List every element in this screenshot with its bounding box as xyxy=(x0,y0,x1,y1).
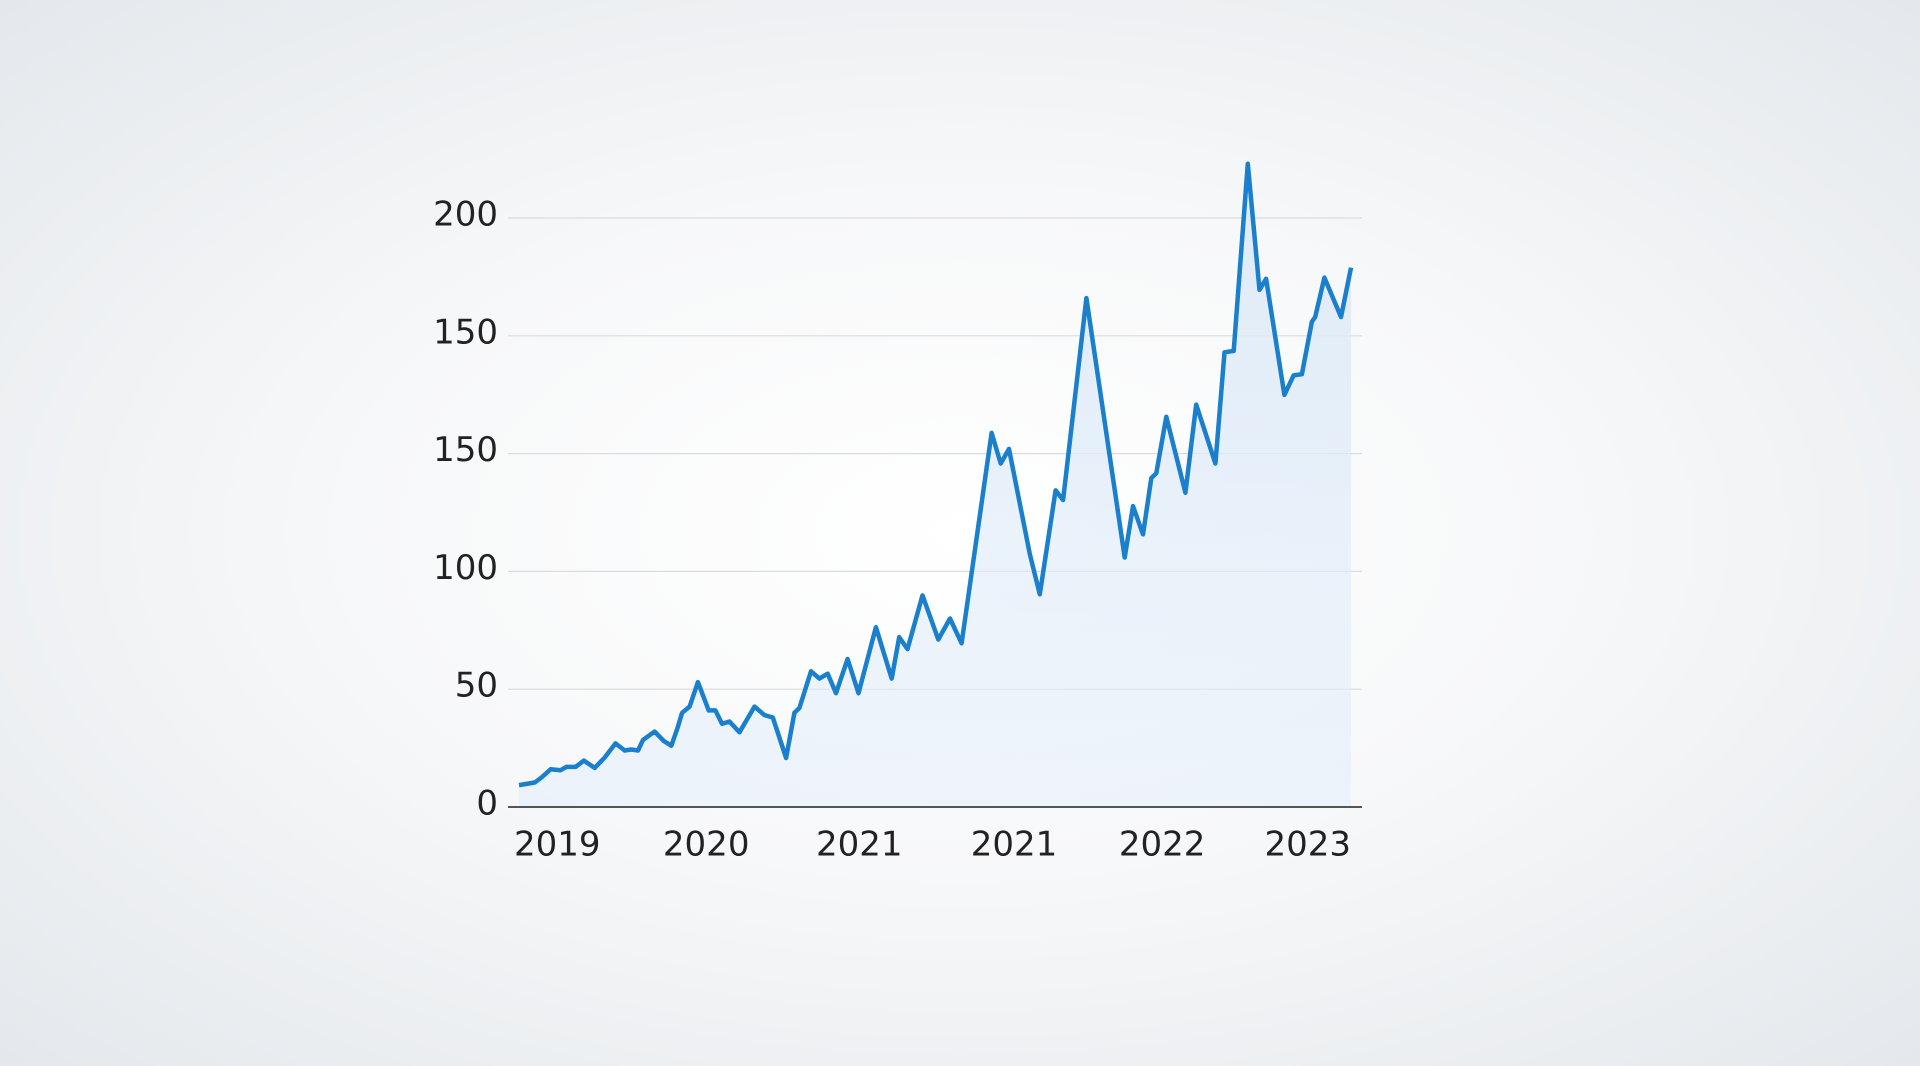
y-tick-label: 200 xyxy=(433,195,498,235)
y-tick-label: 150 xyxy=(433,430,498,470)
y-tick-label: 0 xyxy=(476,784,498,824)
x-tick-label: 2021 xyxy=(971,825,1058,865)
area-fill xyxy=(519,163,1351,808)
y-tick-label: 150 xyxy=(433,312,498,352)
x-tick-label: 2020 xyxy=(663,825,750,865)
x-tick-label: 2021 xyxy=(816,825,903,865)
x-tick-label: 2019 xyxy=(514,825,601,865)
y-tick-label: 50 xyxy=(455,666,498,706)
x-tick-label: 2023 xyxy=(1264,825,1351,865)
line xyxy=(518,161,1354,788)
y-tick-label: 100 xyxy=(433,548,498,588)
x-tick-label: 2022 xyxy=(1119,825,1206,865)
